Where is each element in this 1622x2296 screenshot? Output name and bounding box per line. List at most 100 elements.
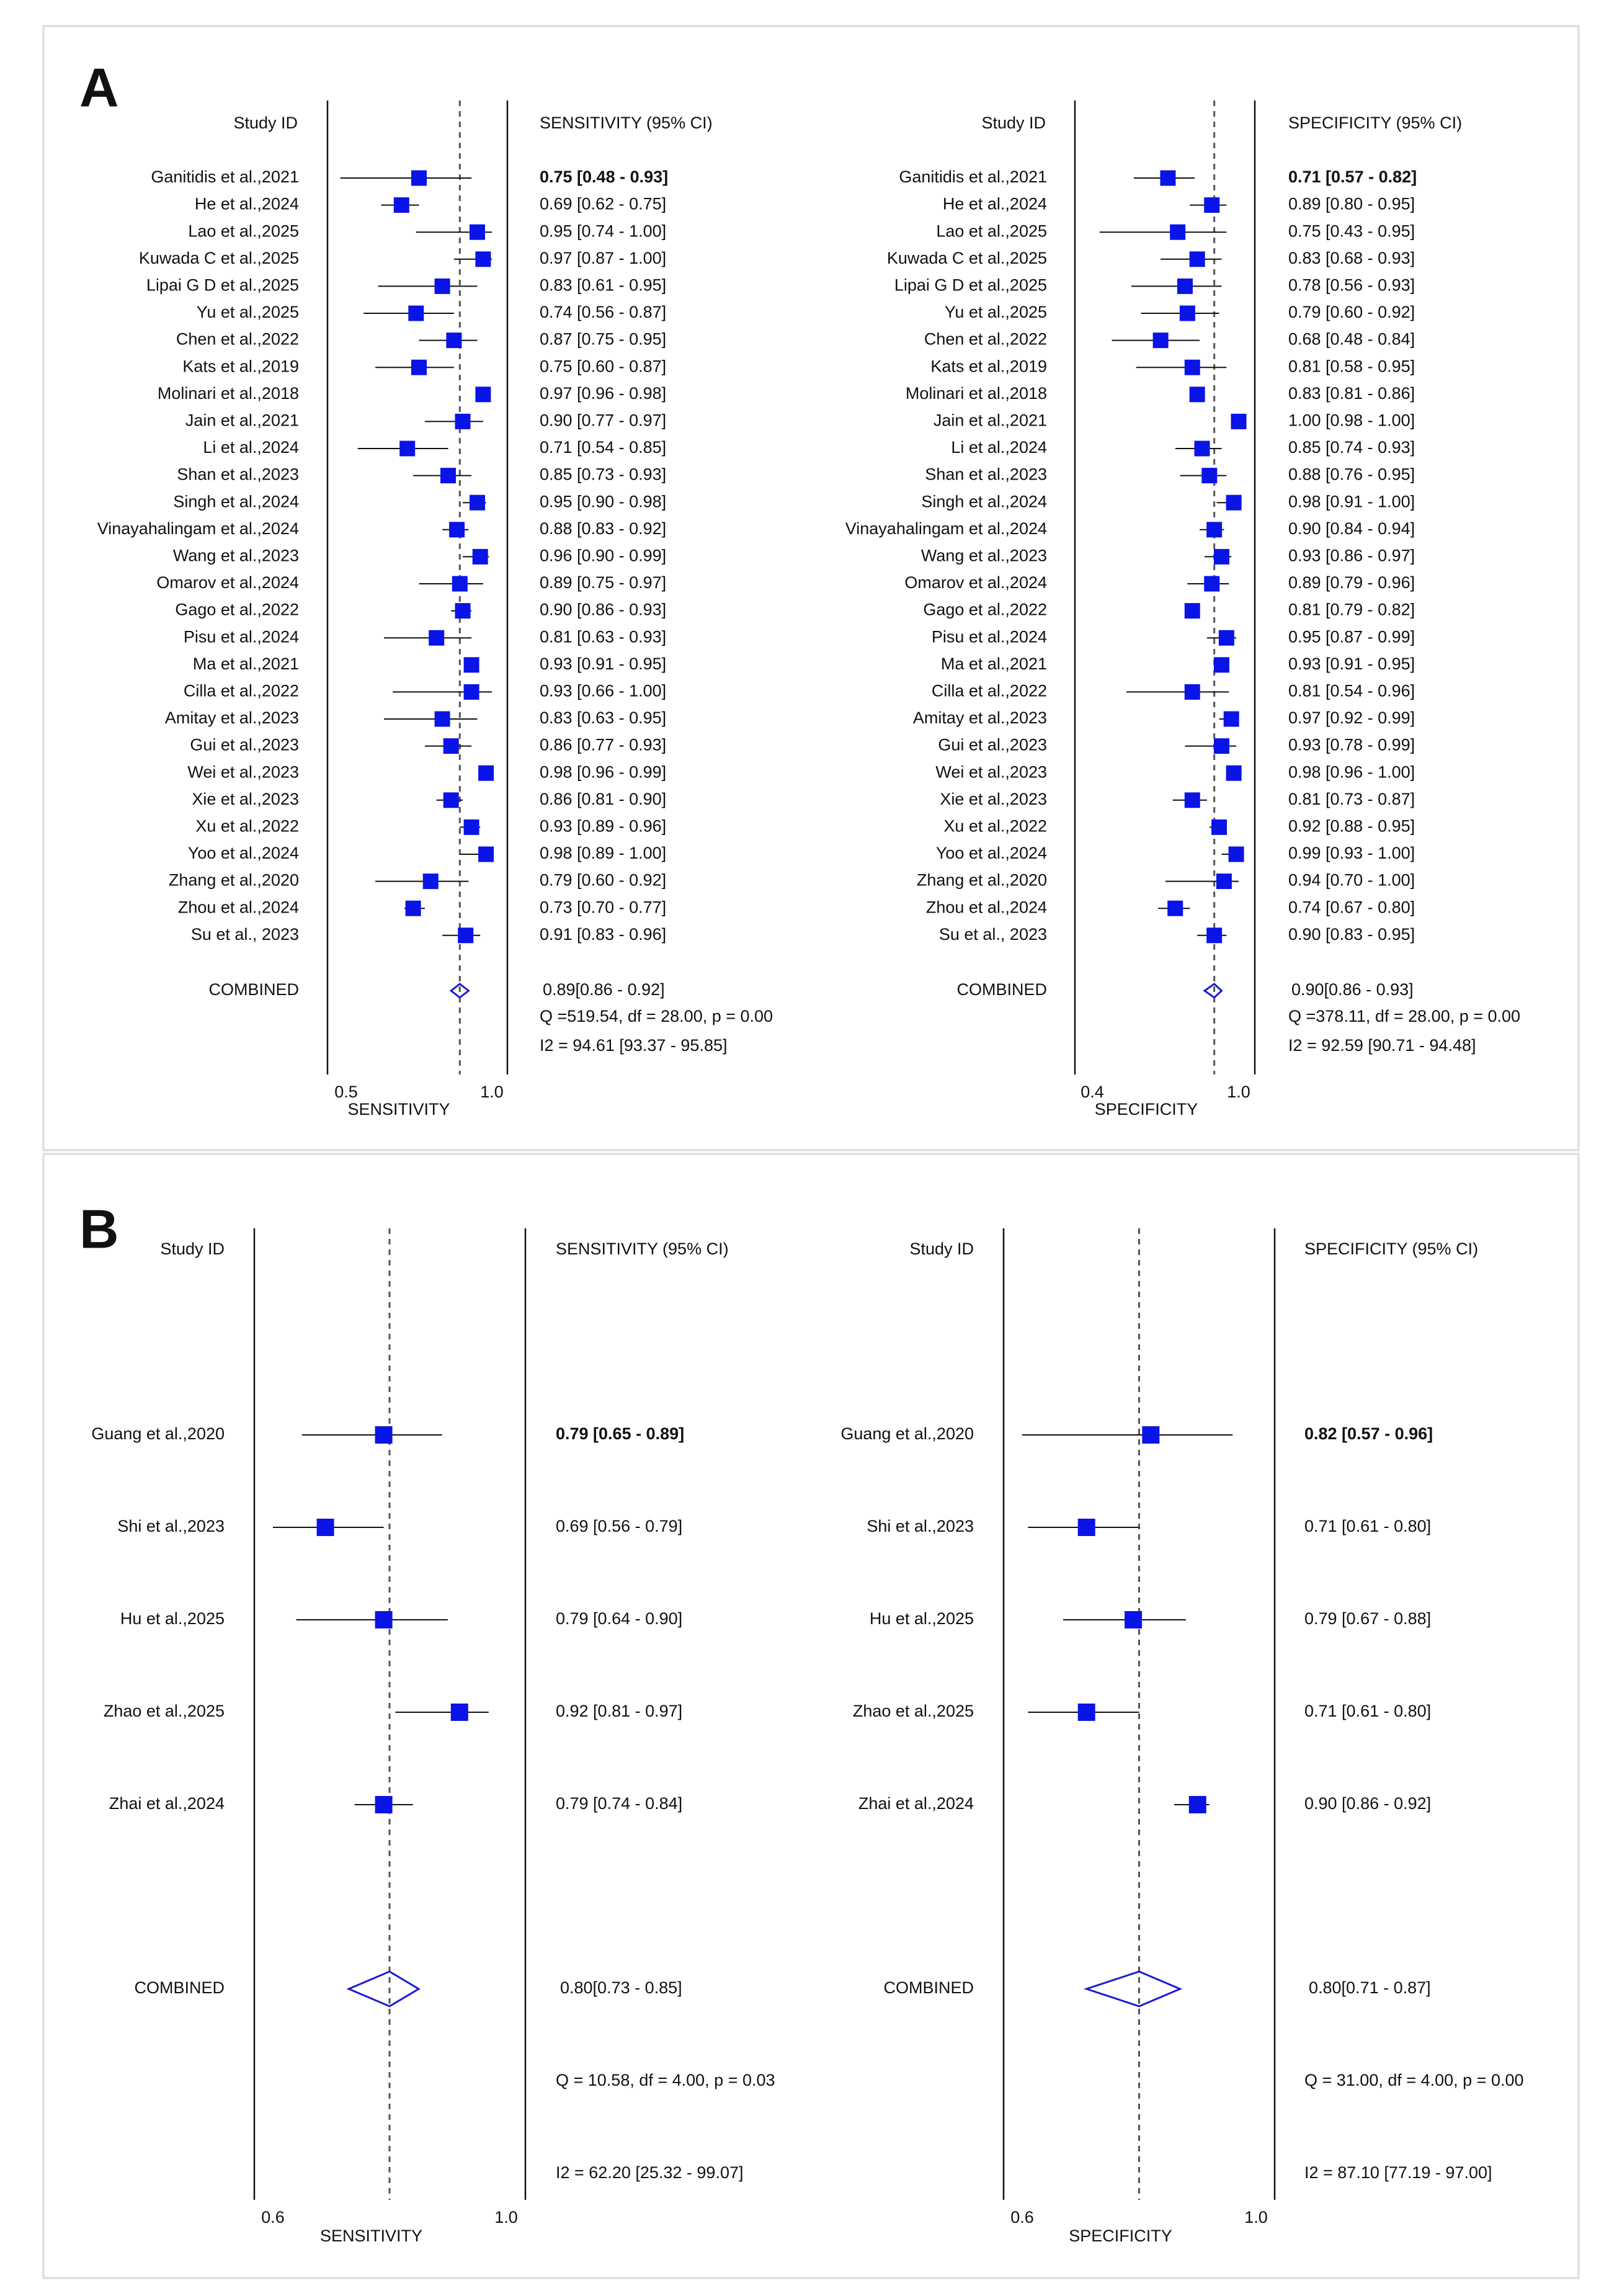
study-ci-value: 0.81 [0.58 - 0.95] (1288, 357, 1415, 375)
study-ci-value: 0.81 [0.63 - 0.93] (540, 627, 666, 646)
study-label: Xie et al.,2023 (192, 790, 299, 808)
study-ci-value: 0.99 [0.93 - 1.00] (1288, 844, 1415, 862)
study-estimate-marker (1184, 359, 1200, 375)
study-estimate-marker (478, 846, 494, 862)
study-estimate-marker (422, 873, 439, 890)
study-label: Li et al.,2024 (203, 438, 299, 457)
study-estimate-marker (411, 170, 427, 186)
study-ci-value: 0.96 [0.90 - 0.99] (540, 547, 666, 565)
study-label: Zhai et al.,2024 (109, 1794, 225, 1813)
study-label: Wang et al.,2023 (921, 547, 1047, 565)
combined-label: COMBINED (208, 980, 299, 999)
study-label: Zhang et al.,2020 (169, 871, 299, 890)
heterogeneity-i2-stat: I2 = 62.20 [25.32 - 99.07] (556, 2163, 743, 2182)
study-ci-value: 0.83 [0.81 - 0.86] (1288, 384, 1415, 403)
study-estimate-marker (1167, 900, 1183, 916)
study-ci-value: 0.71 [0.61 - 0.80] (1304, 1517, 1431, 1535)
study-label: Kats et al.,2019 (930, 357, 1047, 375)
study-estimate-marker (1160, 170, 1176, 186)
study-ci-value: 0.79 [0.74 - 0.84] (556, 1794, 682, 1813)
study-estimate-marker (463, 657, 479, 673)
study-label: Zhou et al.,2024 (926, 898, 1047, 916)
study-estimate-marker (452, 576, 468, 592)
study-label: Xie et al.,2023 (940, 790, 1047, 808)
heterogeneity-i2-stat: I2 = 94.61 [93.37 - 95.85] (540, 1036, 727, 1055)
panel-border (42, 25, 1580, 1151)
study-label: Ma et al.,2021 (941, 654, 1047, 673)
x-axis-label: SPECIFICITY (1069, 2227, 1172, 2245)
study-ci-value: 0.71 [0.61 - 0.80] (1304, 1702, 1431, 1720)
study-estimate-marker (1179, 305, 1195, 321)
combined-label: COMBINED (956, 980, 1047, 999)
forest-plot-sensitivity: Study ID SENSITIVITY (95% CI) Ganitidis et… (97, 101, 773, 1119)
study-label: Wang et al.,2023 (173, 547, 299, 565)
study-estimate-marker (463, 684, 479, 700)
ci-column-header: SPECIFICITY (95% CI) (1304, 1240, 1478, 1258)
study-estimate-marker (1152, 333, 1169, 349)
study-ci-value: 0.98 [0.89 - 1.00] (540, 844, 666, 862)
heterogeneity-i2-stat: I2 = 92.59 [90.71 - 94.48] (1288, 1036, 1476, 1055)
study-label: Jain et al.,2021 (934, 411, 1047, 430)
study-ci-value: 0.90 [0.83 - 0.95] (1288, 925, 1415, 944)
heterogeneity-q-stat: Q =519.54, df = 28.00, p = 0.00 (540, 1007, 773, 1025)
study-estimate-marker (1226, 765, 1242, 781)
study-label: Kats et al.,2019 (182, 357, 299, 375)
study-label: Amitay et al.,2023 (165, 708, 299, 727)
study-estimate-marker (443, 738, 459, 754)
study-label: He et al.,2024 (943, 195, 1047, 213)
study-ci-value: 1.00 [0.98 - 1.00] (1288, 411, 1415, 430)
study-ci-value: 0.95 [0.74 - 1.00] (540, 221, 666, 240)
study-label: Hu et al.,2025 (120, 1609, 225, 1628)
study-id-header: Study ID (233, 114, 298, 132)
study-estimate-marker (1228, 846, 1244, 862)
study-label: Cilla et al.,2022 (184, 682, 299, 700)
study-ci-value: 0.98 [0.96 - 1.00] (1288, 762, 1415, 781)
study-label: Guang et al.,2020 (840, 1424, 974, 1443)
study-estimate-marker (1231, 413, 1247, 429)
study-ci-value: 0.81 [0.79 - 0.82] (1288, 601, 1415, 619)
study-ci-value: 0.92 [0.81 - 0.97] (556, 1702, 682, 1720)
study-estimate-marker (455, 603, 471, 619)
study-label: Pisu et al.,2024 (932, 627, 1047, 646)
study-estimate-marker (1211, 819, 1228, 835)
combined-diamond (449, 983, 470, 999)
study-ci-value: 0.79 [0.65 - 0.89] (556, 1424, 684, 1443)
combined-ci-value: 0.80[0.71 - 0.87] (1309, 1978, 1431, 1997)
study-label: Yu et al.,2025 (945, 303, 1047, 321)
forest-plot-specificity: Study ID SPECIFICITY (95% CI) Guang et al.… (840, 1228, 1524, 2245)
study-estimate-marker (463, 819, 479, 835)
study-ci-value: 0.97 [0.96 - 0.98] (540, 384, 666, 403)
study-ci-value: 0.93 [0.66 - 1.00] (540, 682, 666, 700)
study-id-header: Study ID (981, 114, 1046, 132)
study-label: Zhang et al.,2020 (917, 871, 1047, 890)
study-label: Omarov et al.,2024 (904, 573, 1047, 592)
ci-column-header: SENSITIVITY (95% CI) (556, 1240, 729, 1258)
study-label: Zhai et al.,2024 (858, 1794, 974, 1813)
study-ci-value: 0.87 [0.75 - 0.95] (540, 330, 666, 349)
study-estimate-marker (1206, 927, 1223, 944)
study-label: Zhou et al.,2024 (178, 898, 299, 916)
study-label: Zhao et al.,2025 (104, 1702, 225, 1720)
study-ci-value: 0.83 [0.68 - 0.93] (1288, 249, 1415, 267)
combined-diamond (1203, 983, 1223, 999)
study-estimate-marker (458, 927, 474, 944)
study-estimate-marker (450, 1704, 468, 1721)
x-tick-label: 0.6 (1010, 2208, 1034, 2227)
study-id-header: Study ID (160, 1240, 225, 1258)
study-estimate-marker (1189, 251, 1205, 267)
study-ci-value: 0.95 [0.90 - 0.98] (540, 492, 666, 511)
study-ci-value: 0.90 [0.84 - 0.94] (1288, 519, 1415, 538)
study-ci-value: 0.68 [0.48 - 0.84] (1288, 330, 1415, 349)
study-estimate-marker (1213, 738, 1229, 754)
study-estimate-marker (408, 305, 424, 321)
study-ci-value: 0.88 [0.83 - 0.92] (540, 519, 666, 538)
heterogeneity-q-stat: Q = 31.00, df = 4.00, p = 0.00 (1304, 2071, 1524, 2089)
study-label: Lao et al.,2025 (188, 221, 299, 240)
study-label: Xu et al.,2022 (195, 817, 299, 836)
study-ci-value: 0.94 [0.70 - 1.00] (1288, 871, 1415, 890)
study-ci-value: 0.92 [0.88 - 0.95] (1288, 817, 1415, 836)
x-axis-label: SENSITIVITY (320, 2227, 422, 2245)
study-id-header: Study ID (909, 1240, 974, 1258)
study-estimate-marker (1177, 278, 1193, 294)
